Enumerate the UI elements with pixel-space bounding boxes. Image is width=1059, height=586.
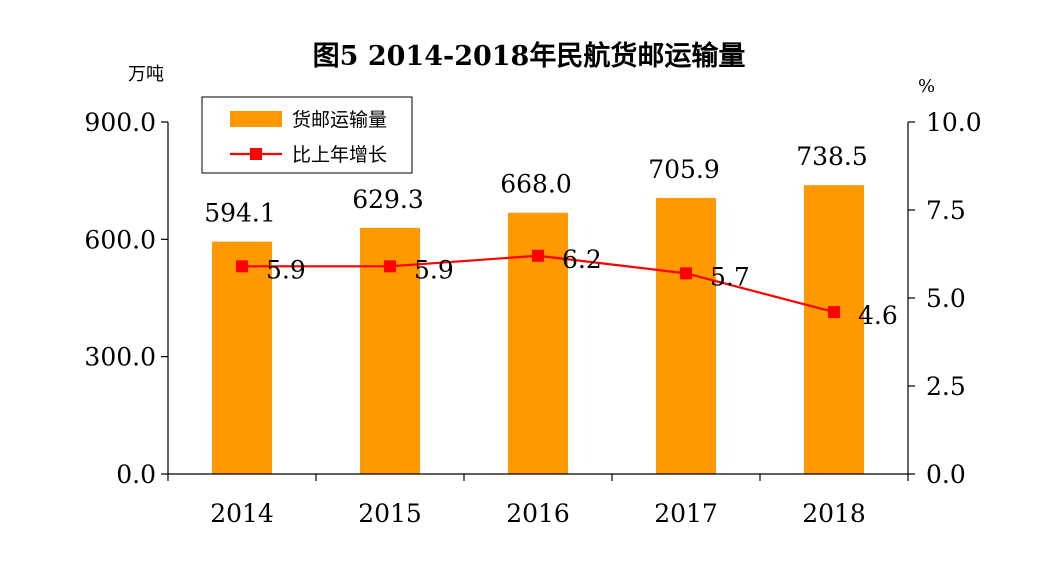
- left-tick-label: 600.0: [84, 225, 156, 254]
- right-tick-label: 10.0: [926, 108, 982, 137]
- left-tick-label: 300.0: [84, 343, 156, 372]
- x-tick-label: 2017: [654, 499, 718, 528]
- x-tick-label: 2016: [506, 499, 570, 528]
- growth-marker-2015: [384, 260, 396, 273]
- legend-label-line: 比上年增长: [292, 144, 387, 166]
- legend-label-bar: 货邮运输量: [292, 109, 387, 131]
- bar-value-label: 594.1: [204, 199, 276, 228]
- legend-swatch-marker: [250, 148, 262, 160]
- line-value-label: 5.7: [710, 262, 750, 291]
- right-tick-label: 5.0: [926, 284, 966, 313]
- x-tick-label: 2015: [358, 499, 422, 528]
- bar-value-label: 738.5: [796, 142, 868, 171]
- right-tick-label: 0.0: [926, 460, 966, 489]
- left-tick-label: 900.0: [84, 108, 156, 137]
- x-tick-label: 2014: [210, 499, 274, 528]
- legend-box: [201, 96, 413, 174]
- line-value-label: 4.6: [858, 301, 898, 330]
- right-tick-label: 7.5: [926, 196, 966, 225]
- line-value-label: 6.2: [562, 245, 602, 274]
- right-tick-label: 2.5: [926, 372, 966, 401]
- growth-marker-2018: [828, 306, 840, 319]
- line-value-label: 5.9: [266, 255, 306, 284]
- bar-2018: [804, 185, 864, 475]
- bar-2017: [656, 197, 716, 474]
- bar-value-label: 668.0: [500, 170, 572, 199]
- bar-2014: [212, 241, 272, 474]
- bar-value-label: 705.9: [648, 155, 720, 184]
- bar-value-label: 629.3: [352, 185, 424, 214]
- growth-marker-2016: [532, 249, 544, 262]
- line-value-label: 5.9: [414, 255, 454, 284]
- legend-swatch-bar: [230, 111, 282, 127]
- left-tick-label: 0.0: [116, 460, 156, 489]
- growth-marker-2014: [236, 260, 248, 273]
- left-axis-unit: 万吨: [128, 64, 164, 85]
- chart-title: 图5 2014-2018年民航货邮运输量: [313, 40, 746, 72]
- right-axis-unit: %: [918, 76, 935, 97]
- plot-area: 0.0 300.0 600.0 900.0 0.0 2.5 5.0 7.5 10.0 2014 20…: [84, 108, 981, 528]
- x-tick-label: 2018: [802, 499, 866, 528]
- growth-marker-2017: [680, 267, 692, 280]
